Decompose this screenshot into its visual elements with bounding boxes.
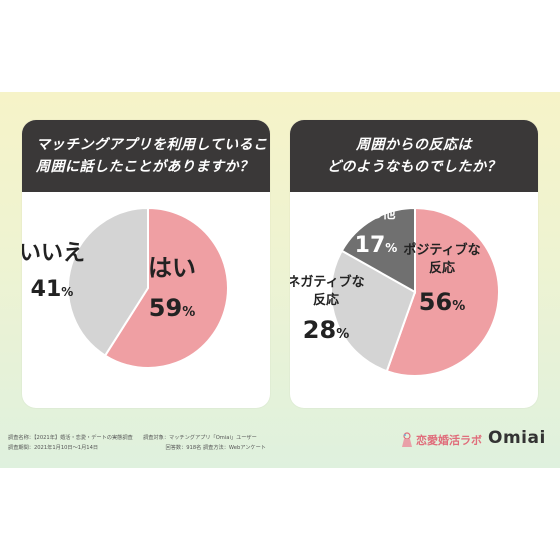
pie-slice-3 [340,206,416,294]
chart-2-title-line-2: どのようなものでしたか？ [327,159,501,175]
slice-3-label: その他 [356,206,395,222]
chart-card-2: 周囲からの反応は どのようなものでしたか？ ポジティブな 反応 56% ネガティブな反… [290,120,538,408]
slice-1-value: 56% [419,288,465,316]
footnote-line-1: 調査名称：【2021年】婚活・恋愛・デートの実態調査 調査対象：マッチングアプリ… [8,435,257,441]
chart-card-1: マッチングアプリを利用していることを 周囲に話したことがありますか？ はい 59%… [22,120,270,408]
pie-slice-1 [103,206,229,369]
chart-1-title-line-1: マッチングアプリを利用していることを [36,137,270,153]
chart-1-title-line-2: 周囲に話したことがありますか？ [36,159,254,175]
slice-2-value: 41% [31,277,74,302]
slice-2-value: 28% [303,316,349,344]
chart-2-title-line-1: 周囲からの反応は [356,137,472,153]
pie-slice-2 [66,206,149,357]
chart-1-header: マッチングアプリを利用していることを 周囲に話したことがありますか？ [22,120,270,192]
lab-logo: 恋愛婚活ラボ [400,432,482,448]
lab-name: 恋愛婚活ラボ [416,434,482,447]
chart-2-header: 周囲からの反応は どのようなものでしたか？ [290,120,538,192]
flask-icon [402,432,412,447]
slice-2-label: 反応 [313,292,339,308]
footnote-line-2: 調査期間：2021年1月10日〜1月14日 回答数：918名 調査方法：Webア… [8,445,266,451]
slice-1-label: 反応 [429,260,455,276]
survey-footnote: 調査名称：【2021年】婚活・恋愛・デートの実態調査 調査対象：マッチングアプリ… [8,433,338,453]
pie-slice-1 [385,206,500,377]
pie-chart-1: はい 59% いいえ 41% [22,206,229,369]
slice-1-label: はい [148,254,196,282]
slice-2-label: いいえ [22,241,85,266]
slice-2-label: ネガティブな [290,274,365,290]
app-logo: Omiai [488,428,546,448]
slice-1-value: 59% [149,294,195,322]
slice-3-value: 17% [355,233,398,258]
slice-1-label: ポジティブな [403,242,480,258]
